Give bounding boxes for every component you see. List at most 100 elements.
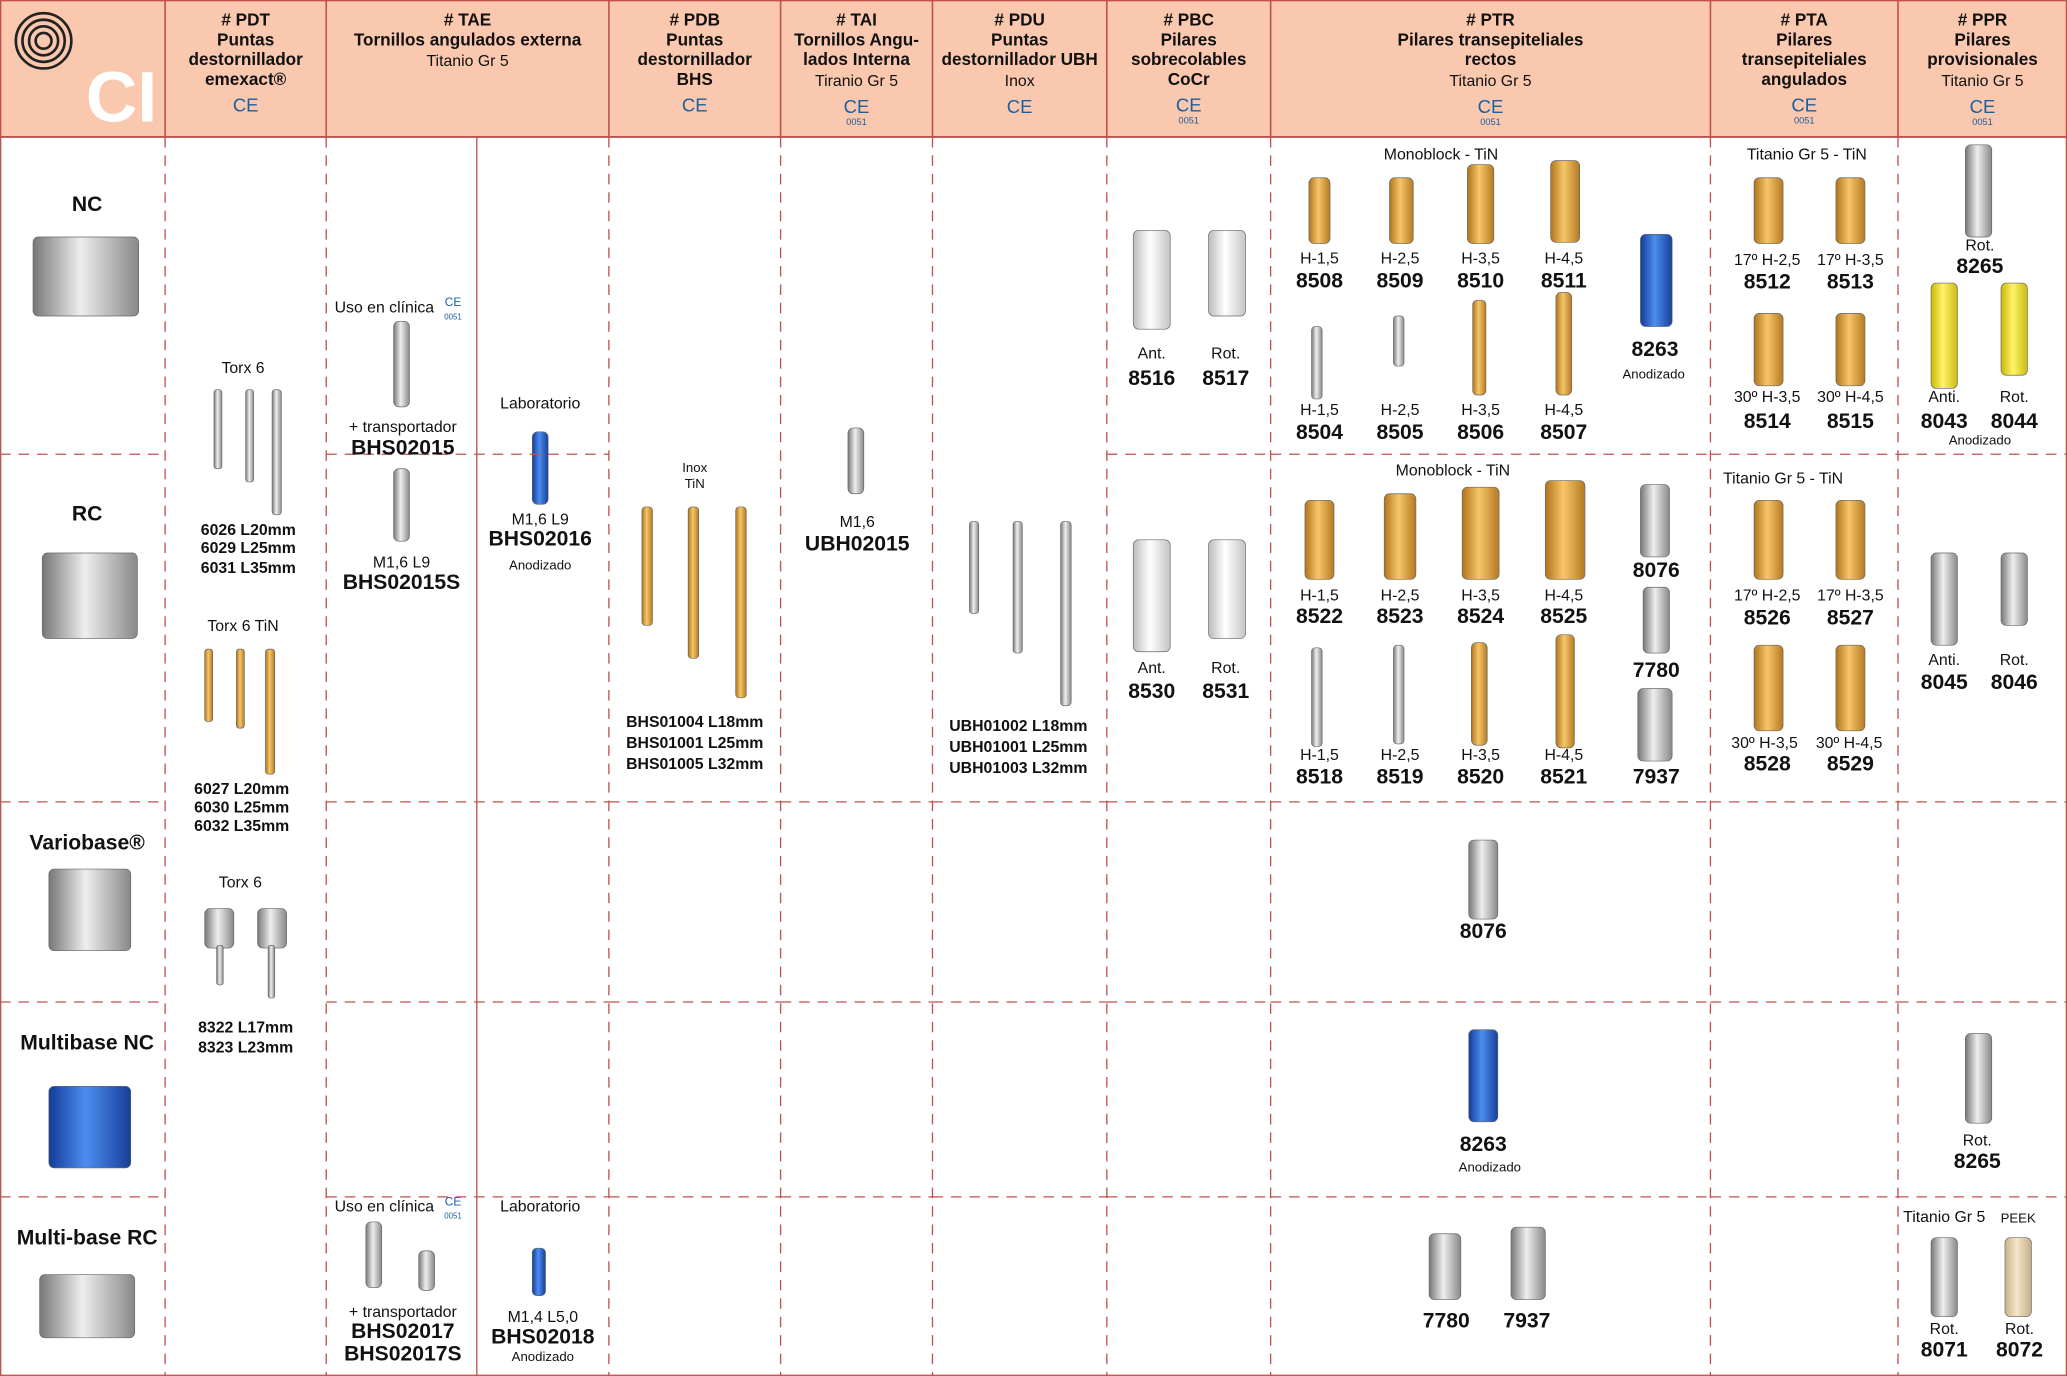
row-label: Multibase NC — [20, 1032, 154, 1055]
row-label: Variobase® — [29, 832, 145, 855]
product-image — [1461, 486, 1500, 580]
cell-label: Torx 6 TiN — [207, 618, 278, 635]
cell-label: CE — [445, 1194, 462, 1208]
column-code: # PDB — [669, 10, 720, 30]
cell-label: 7780 — [1633, 659, 1680, 682]
column-title: Pilares transepiteliales — [1398, 29, 1584, 49]
product-image — [1965, 144, 1993, 238]
product-image — [1555, 634, 1575, 749]
cell-label: 6027 L20mm — [194, 781, 289, 798]
cell-label: 8044 — [1991, 410, 2038, 433]
cell-label: H-1,5 — [1300, 588, 1339, 605]
product-image — [1383, 493, 1417, 580]
product-image — [1753, 500, 1784, 580]
product-image — [1393, 315, 1405, 367]
product-image — [1930, 552, 1958, 646]
column-title: destornillador UBH — [942, 49, 1098, 69]
product-image — [1642, 586, 1670, 654]
cell-label: H-1,5 — [1300, 747, 1339, 764]
cell-label: 8071 — [1921, 1339, 1968, 1362]
cell-label: Anodizado — [1622, 367, 1684, 382]
product-image — [1550, 160, 1581, 243]
cell-label: Rot. — [1211, 345, 1240, 362]
cell-label: H-1,5 — [1300, 402, 1339, 419]
cell-label: Anti. — [1928, 389, 1960, 406]
cell-label: 8265 — [1954, 1150, 2001, 1173]
cell-label: BHS01001 L25mm — [626, 735, 763, 752]
column-note: Titanio Gr 5 — [1941, 73, 2023, 90]
cell-label: H-4,5 — [1544, 251, 1583, 268]
product-image — [265, 648, 276, 775]
header-band — [0, 0, 2067, 137]
ce-mark: CE — [233, 95, 259, 116]
cell-label: 8523 — [1377, 605, 1424, 628]
cell-label: 8263 — [1631, 338, 1678, 361]
column-title: Tornillos angulados externa — [354, 29, 582, 49]
column-title: sobrecolables — [1131, 49, 1246, 69]
cell-label: BHS01005 L32mm — [626, 756, 763, 773]
cell-label: 7937 — [1633, 766, 1680, 789]
product-image — [1428, 1233, 1462, 1300]
product-image — [1393, 644, 1405, 745]
cell-label: UBH02015 — [805, 533, 910, 556]
ce-number: 0051 — [1480, 117, 1501, 127]
product-image — [365, 1221, 383, 1289]
cell-label: CE — [445, 295, 462, 309]
cell-label: 8517 — [1202, 367, 1249, 390]
product-image — [847, 427, 865, 495]
column-title: Puntas — [666, 29, 723, 49]
cell-label: M1,6 L9 — [512, 511, 569, 528]
product-image — [1304, 500, 1335, 580]
cell-label: 8508 — [1296, 269, 1343, 292]
cell-label: 8509 — [1377, 269, 1424, 292]
product-image — [1471, 642, 1488, 746]
product-image — [1132, 539, 1171, 653]
cell-label: H-2,5 — [1381, 251, 1420, 268]
product-image — [1930, 1237, 1958, 1318]
row-label: NC — [72, 193, 103, 216]
cell-label: Rot. — [2000, 389, 2029, 406]
cell-label: 8322 L17mm — [198, 1020, 293, 1037]
cell-label: H-3,5 — [1461, 251, 1500, 268]
column-code: # PPR — [1958, 10, 2008, 30]
cell-label: Anodizado — [1949, 433, 2011, 448]
cell-label: 8521 — [1540, 766, 1587, 789]
cell-label: 8076 — [1460, 920, 1507, 943]
product-image — [1965, 1033, 1993, 1124]
product-image — [1468, 839, 1499, 920]
cell-label: H-3,5 — [1461, 402, 1500, 419]
product-image — [531, 431, 549, 505]
row-label: RC — [72, 502, 103, 525]
cell-label: H-4,5 — [1544, 402, 1583, 419]
cell-label: Rot. — [1930, 1321, 1959, 1338]
column-code: # PDT — [221, 10, 270, 30]
cell-label: Titanio Gr 5 - TiN — [1747, 147, 1867, 164]
product-image — [969, 521, 980, 614]
cell-label: 8513 — [1827, 271, 1874, 294]
cell-label: 8529 — [1827, 753, 1874, 776]
cell-label: 7780 — [1423, 1310, 1470, 1333]
product-image — [204, 648, 213, 722]
cell-label: 30º H-4,5 — [1816, 735, 1883, 752]
cell-label: 8263 — [1460, 1133, 1507, 1156]
product-image — [1835, 500, 1866, 580]
column-note: Inox — [1005, 73, 1035, 90]
cell-label: BHS02015S — [343, 571, 460, 594]
cell-label: 8506 — [1457, 421, 1504, 444]
cell-label: H-4,5 — [1544, 588, 1583, 605]
cell-label: H-2,5 — [1381, 588, 1420, 605]
cell-label: Inox — [682, 460, 707, 475]
cell-label: 8516 — [1128, 367, 1175, 390]
column-title: destornillador — [638, 49, 753, 69]
product-image — [1637, 688, 1673, 762]
cell-label: Anti. — [1928, 652, 1960, 669]
product-image — [39, 1274, 136, 1339]
product-image — [1835, 313, 1866, 387]
product-image — [257, 908, 287, 949]
cell-label: 8520 — [1457, 766, 1504, 789]
cell-label: Monoblock - TiN — [1396, 463, 1510, 480]
product-image — [1753, 644, 1784, 732]
cell-label: BHS02017 — [351, 1320, 454, 1343]
cell-label: 6031 L35mm — [201, 560, 296, 577]
